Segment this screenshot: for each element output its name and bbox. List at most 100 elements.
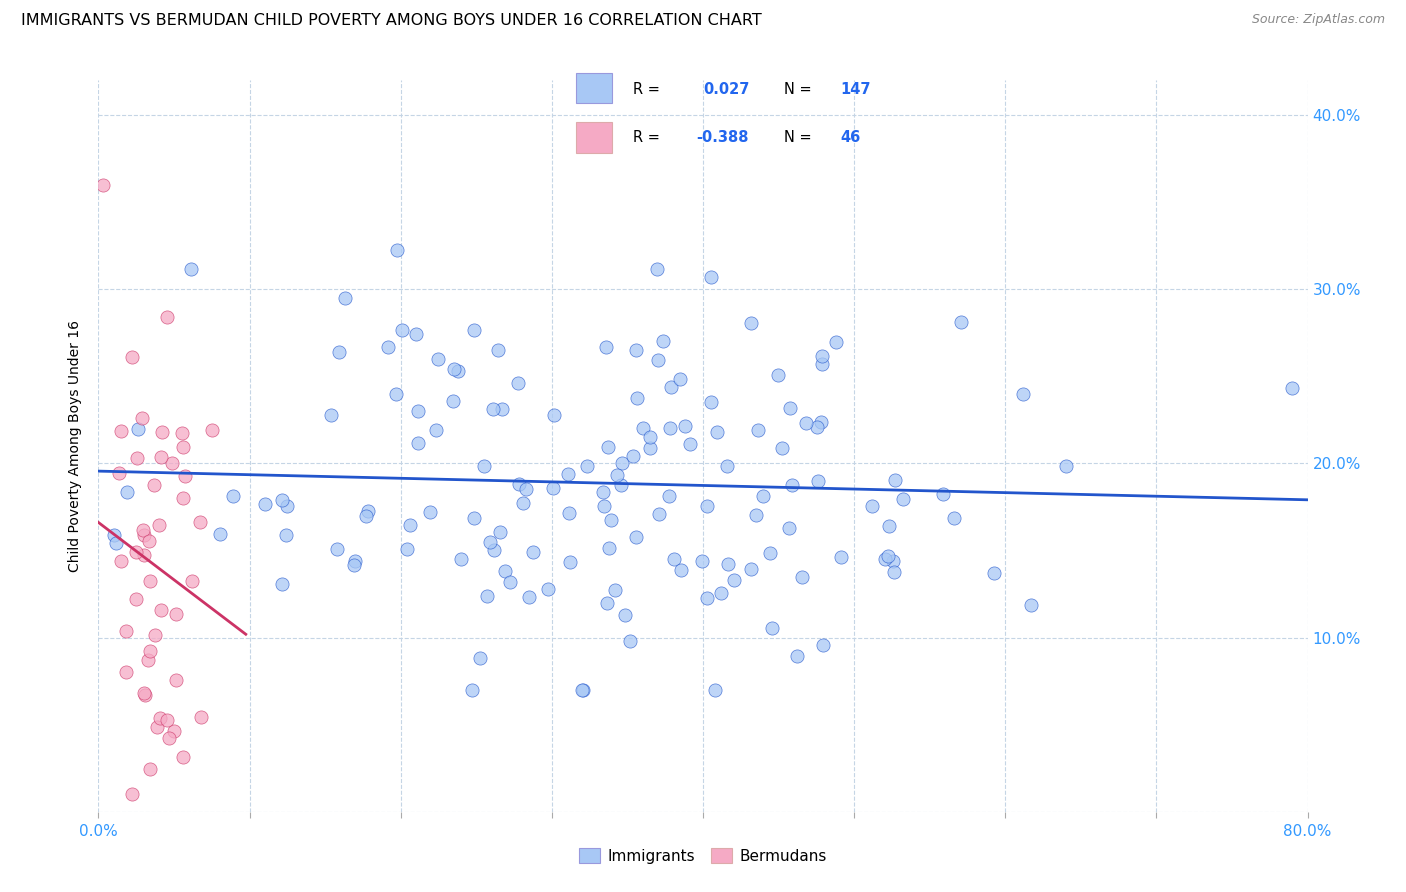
Text: 46: 46 xyxy=(841,130,860,145)
Point xyxy=(149,450,172,464)
Point xyxy=(891,491,914,506)
Point xyxy=(222,489,245,503)
Point xyxy=(276,499,298,513)
Point xyxy=(150,425,173,440)
Text: 0.027: 0.027 xyxy=(703,82,749,97)
Point xyxy=(557,467,579,482)
Point xyxy=(623,449,645,463)
Point xyxy=(541,481,564,495)
Point xyxy=(640,441,662,455)
Point xyxy=(162,456,184,470)
Point xyxy=(139,644,162,658)
Point xyxy=(377,340,399,354)
Point xyxy=(127,422,149,436)
Y-axis label: Child Poverty Among Boys Under 16: Child Poverty Among Boys Under 16 xyxy=(69,320,83,572)
Point xyxy=(860,499,883,513)
Point xyxy=(508,477,530,491)
Text: N =: N = xyxy=(785,130,811,145)
Point xyxy=(117,485,139,500)
Point xyxy=(110,424,132,438)
Point xyxy=(494,564,516,578)
Point xyxy=(517,591,540,605)
Point xyxy=(131,411,153,425)
Point xyxy=(780,478,803,492)
Point xyxy=(811,638,834,652)
Point xyxy=(396,541,419,556)
Point xyxy=(115,624,138,638)
Point xyxy=(610,478,633,492)
Point xyxy=(610,456,633,470)
Point xyxy=(143,627,166,641)
Point xyxy=(425,424,447,438)
Point xyxy=(463,511,485,525)
Point xyxy=(572,682,595,697)
Point xyxy=(704,682,727,697)
Point xyxy=(149,711,172,725)
Point xyxy=(883,473,905,487)
Point xyxy=(536,582,558,597)
Point xyxy=(983,566,1005,581)
Text: R =: R = xyxy=(633,82,659,97)
Point xyxy=(761,621,783,635)
FancyBboxPatch shape xyxy=(576,122,612,153)
Point xyxy=(706,425,728,439)
Point xyxy=(664,552,686,566)
Point xyxy=(470,651,492,665)
Point xyxy=(508,376,530,391)
FancyBboxPatch shape xyxy=(576,73,612,103)
Point xyxy=(877,519,900,533)
Point xyxy=(475,589,498,603)
Point xyxy=(690,554,713,568)
Point xyxy=(391,323,413,337)
Point xyxy=(172,750,194,764)
Point xyxy=(172,425,194,440)
Text: N =: N = xyxy=(785,82,811,97)
Point xyxy=(270,577,292,591)
Point xyxy=(486,343,509,357)
Point xyxy=(592,484,614,499)
Point xyxy=(354,508,377,523)
Point xyxy=(325,542,347,557)
Point xyxy=(571,682,593,697)
Point xyxy=(328,345,350,359)
Point xyxy=(740,316,762,330)
Point xyxy=(645,261,668,276)
Point xyxy=(598,440,620,454)
Point xyxy=(747,423,769,437)
Point xyxy=(450,551,472,566)
Point xyxy=(631,421,654,435)
Point xyxy=(321,408,343,422)
Point xyxy=(165,673,187,688)
Point xyxy=(103,528,125,542)
Point xyxy=(472,458,495,473)
Point xyxy=(648,507,671,521)
Point xyxy=(190,710,212,724)
Point xyxy=(148,517,170,532)
Point xyxy=(406,436,429,450)
Point xyxy=(638,429,661,443)
Point xyxy=(172,440,194,454)
Point xyxy=(766,368,789,382)
Point xyxy=(543,408,565,422)
Point xyxy=(172,491,194,505)
Point xyxy=(138,533,160,548)
Point xyxy=(696,500,718,514)
Point xyxy=(1012,387,1035,401)
Point xyxy=(759,546,782,560)
Point xyxy=(792,570,814,584)
Point xyxy=(181,574,204,588)
Point xyxy=(619,634,641,648)
Point xyxy=(426,352,449,367)
Point xyxy=(882,554,904,568)
Point xyxy=(132,686,155,700)
Text: IMMIGRANTS VS BERMUDAN CHILD POVERTY AMONG BOYS UNDER 16 CORRELATION CHART: IMMIGRANTS VS BERMUDAN CHILD POVERTY AMO… xyxy=(21,13,762,29)
Legend: Immigrants, Bermudans: Immigrants, Bermudans xyxy=(572,842,834,870)
Point xyxy=(139,762,162,776)
Point xyxy=(700,395,723,409)
Point xyxy=(155,310,177,324)
Point xyxy=(931,487,953,501)
Point xyxy=(335,291,357,305)
Point xyxy=(443,362,465,376)
Point xyxy=(125,591,148,606)
Point xyxy=(405,326,427,341)
